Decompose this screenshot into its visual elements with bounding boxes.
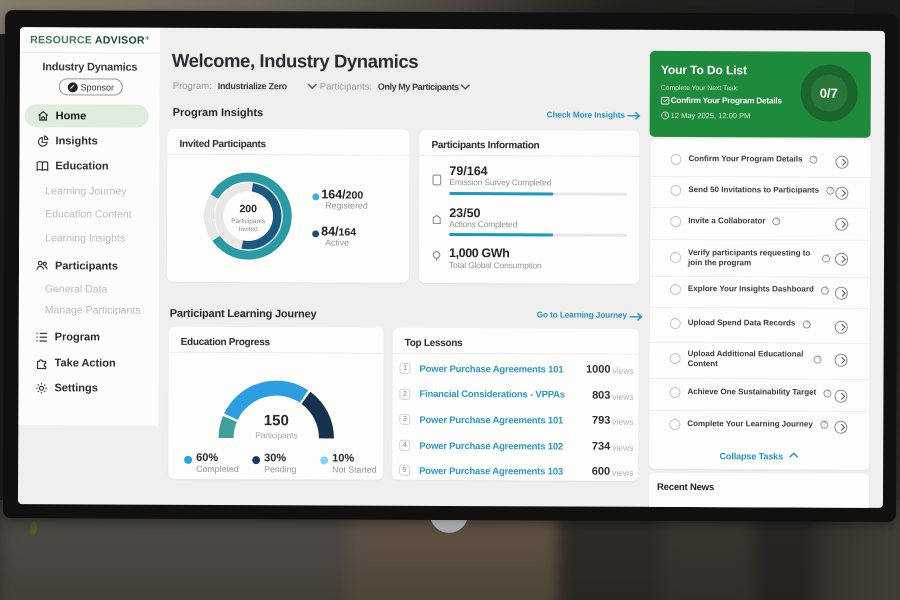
svg-text:Participants: Participants [231,218,266,225]
svg-text:200: 200 [239,203,257,215]
svg-text:Invited: Invited [239,226,259,233]
